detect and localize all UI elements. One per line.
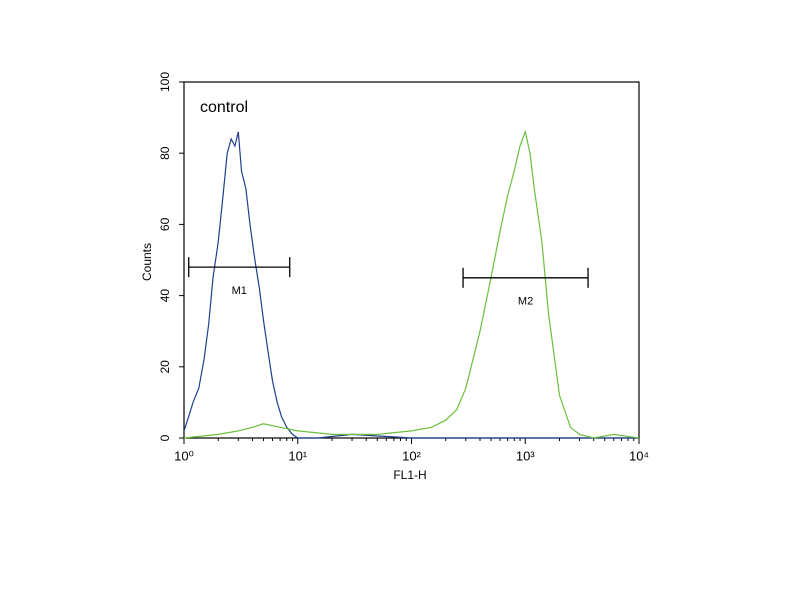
plot-frame (183, 81, 640, 439)
x-tick-label: 10³ (516, 448, 535, 463)
y-axis-label: Counts (140, 243, 154, 281)
marker-label: M2 (518, 296, 533, 308)
marker-label: M1 (232, 285, 247, 297)
x-tick-label: 10⁴ (629, 448, 649, 463)
y-tick-label: 40 (158, 289, 172, 303)
y-tick-label: 20 (158, 360, 172, 374)
y-tick-label: 80 (158, 146, 172, 160)
histogram-line (183, 129, 640, 439)
x-tick-label: 10² (402, 448, 421, 463)
x-tick-label: 10¹ (288, 448, 307, 463)
x-tick-label: 10⁰ (174, 448, 194, 463)
histogram-line (183, 131, 639, 439)
x-axis-label: FL1-H (393, 468, 426, 482)
annotation: control (200, 99, 248, 116)
y-tick-label: 100 (158, 72, 172, 92)
y-tick-label: 0 (158, 434, 172, 441)
y-tick-label: 60 (158, 217, 172, 231)
